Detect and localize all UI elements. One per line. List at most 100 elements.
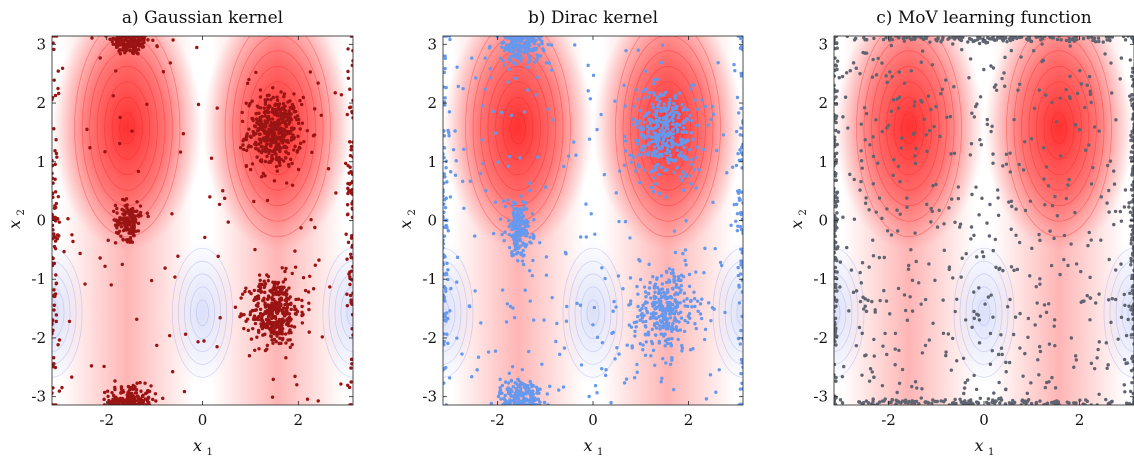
data-point — [670, 324, 674, 328]
data-point — [834, 257, 838, 261]
data-point — [679, 283, 684, 288]
data-point — [222, 196, 227, 201]
data-point — [740, 360, 743, 365]
data-point — [968, 57, 973, 61]
data-point — [977, 213, 981, 217]
data-point — [259, 322, 263, 326]
data-point — [738, 133, 743, 137]
data-point — [286, 100, 290, 104]
data-point — [741, 403, 743, 405]
data-point — [496, 394, 501, 399]
data-point — [935, 225, 940, 229]
data-point — [52, 127, 56, 131]
data-point — [270, 106, 275, 111]
data-point — [527, 349, 531, 354]
data-point — [741, 365, 743, 369]
data-point — [256, 317, 260, 322]
data-point — [636, 292, 640, 296]
data-point — [640, 311, 644, 316]
data-point — [447, 134, 451, 138]
y-axis-label-subscript: 2 — [16, 209, 27, 215]
data-point — [501, 58, 505, 63]
data-point — [1130, 276, 1134, 280]
data-point — [475, 368, 479, 372]
data-point — [52, 191, 55, 196]
data-point — [348, 403, 352, 405]
data-point — [636, 138, 640, 143]
data-point — [1044, 310, 1049, 315]
data-point — [741, 133, 743, 138]
data-point — [993, 399, 998, 403]
data-point — [676, 143, 680, 147]
data-point — [662, 93, 666, 97]
data-point — [513, 248, 517, 252]
data-point — [649, 185, 654, 190]
data-point — [1021, 374, 1025, 378]
data-point — [549, 68, 554, 72]
data-point — [561, 385, 566, 389]
data-point — [493, 200, 498, 204]
data-point — [271, 320, 275, 325]
data-point — [939, 399, 943, 403]
data-point — [258, 95, 263, 99]
data-point — [1050, 400, 1054, 405]
data-point — [275, 124, 280, 128]
data-point — [640, 135, 645, 140]
data-point — [130, 129, 134, 133]
data-point — [1110, 296, 1114, 301]
data-point — [443, 234, 447, 238]
data-point — [351, 98, 353, 103]
data-point — [443, 172, 446, 176]
x-axis-label-subscript: 1 — [988, 447, 994, 458]
data-point — [885, 126, 889, 130]
data-point — [949, 152, 953, 156]
data-point — [834, 158, 839, 162]
data-point — [973, 38, 977, 43]
data-point — [1059, 38, 1063, 42]
data-point — [139, 36, 143, 38]
data-point — [161, 70, 166, 74]
data-point — [651, 275, 655, 279]
data-point — [914, 146, 918, 151]
data-point — [834, 68, 837, 72]
data-point — [502, 40, 506, 45]
data-point — [263, 114, 267, 118]
data-point — [617, 219, 621, 224]
data-point — [638, 318, 642, 322]
data-point — [119, 39, 124, 43]
data-point — [547, 61, 551, 65]
data-point — [882, 288, 886, 293]
data-point — [739, 247, 743, 251]
data-point — [1130, 200, 1134, 204]
data-point — [350, 201, 353, 205]
data-point — [443, 339, 446, 344]
data-point — [1038, 314, 1043, 318]
data-point — [987, 401, 991, 405]
data-point — [649, 339, 654, 344]
data-point — [679, 278, 683, 283]
data-point — [130, 49, 134, 53]
data-point — [646, 133, 651, 138]
data-point — [52, 356, 56, 360]
data-point — [98, 256, 102, 260]
data-point — [263, 305, 268, 309]
data-point — [196, 102, 201, 107]
data-point — [1037, 344, 1042, 349]
data-point — [1002, 71, 1006, 75]
data-point — [929, 206, 933, 211]
data-point — [128, 385, 133, 390]
data-point — [919, 396, 923, 400]
data-point — [989, 293, 993, 297]
data-point — [735, 211, 740, 216]
data-point — [711, 200, 715, 205]
data-point — [659, 294, 664, 299]
data-point — [703, 327, 708, 332]
data-point — [934, 182, 938, 187]
data-point — [270, 153, 274, 158]
data-point — [1062, 257, 1066, 262]
data-point — [836, 130, 841, 134]
data-point — [906, 267, 911, 271]
data-point — [876, 161, 880, 165]
data-point — [993, 237, 998, 242]
